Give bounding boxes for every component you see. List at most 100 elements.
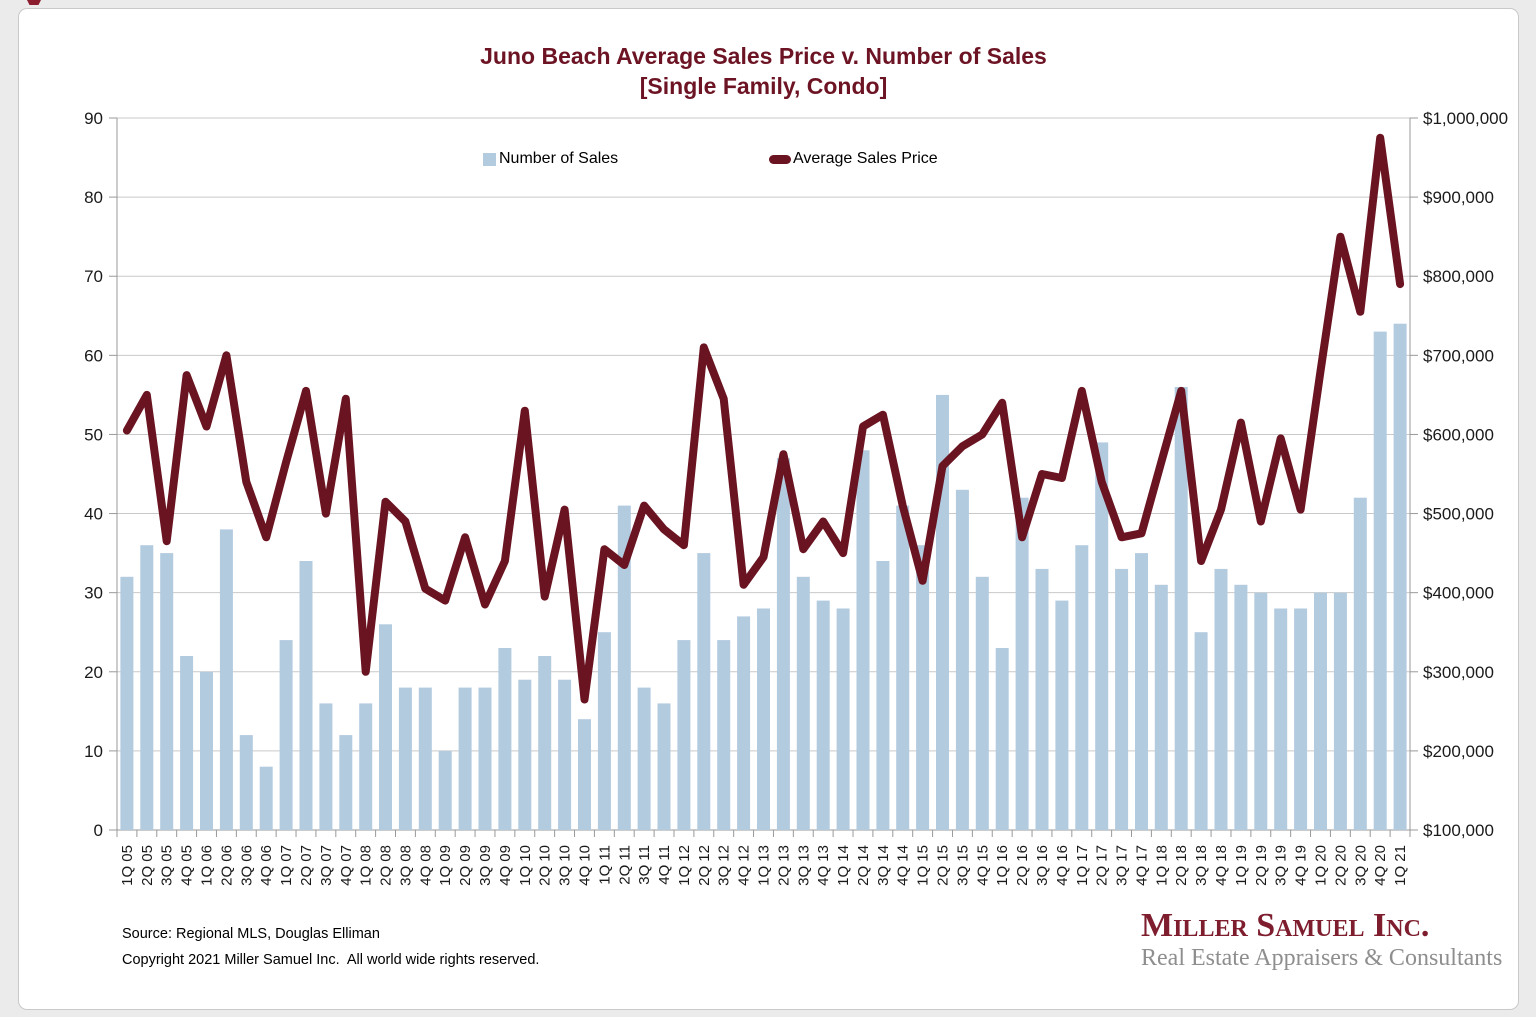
sales-bar-3q-13 (796, 576, 810, 830)
sales-bar-4q-18 (1214, 568, 1228, 830)
logo-tagline: Real Estate Appraisers & Consultants (1141, 945, 1503, 971)
x-axis-label: 4Q 12 (736, 845, 753, 886)
y-axis-label-left: 50 (84, 425, 103, 444)
sales-bar-3q-10 (558, 679, 572, 830)
y-axis-label-left: 30 (84, 584, 103, 603)
x-axis-label: 3Q 16 (1034, 845, 1051, 886)
sales-bar-4q-07 (339, 735, 353, 830)
x-axis-label: 2Q 20 (1332, 845, 1349, 886)
x-axis-label: 3Q 14 (875, 845, 892, 886)
y-axis-label-right: $300,000 (1423, 663, 1494, 682)
y-axis-label-left: 80 (84, 188, 103, 207)
sales-bar-1q-07 (279, 640, 293, 830)
x-axis-label: 3Q 08 (397, 845, 414, 886)
sales-bar-2q-09 (458, 687, 472, 830)
x-axis-label: 2Q 05 (139, 845, 156, 886)
x-axis-label: 4Q 20 (1372, 845, 1389, 886)
x-axis-label: 1Q 05 (119, 845, 136, 886)
sales-bar-1q-12 (677, 640, 691, 830)
x-axis-label: 1Q 11 (596, 845, 613, 885)
sales-bar-3q-11 (637, 687, 651, 830)
x-axis-label: 3Q 17 (1114, 845, 1131, 886)
sales-bar-4q-19 (1294, 608, 1308, 830)
x-axis-label: 4Q 19 (1293, 845, 1310, 886)
sales-bar-3q-08 (398, 687, 412, 830)
sales-bar-3q-17 (1115, 568, 1129, 830)
y-axis-label-left: 40 (84, 505, 103, 524)
sales-bar-3q-20 (1353, 497, 1367, 830)
sales-bar-2q-19 (1254, 592, 1268, 830)
sales-bar-1q-17 (1075, 545, 1089, 830)
sales-bar-1q-18 (1154, 584, 1168, 830)
x-axis-label: 1Q 10 (517, 845, 534, 886)
sales-bar-2q-16 (1015, 497, 1029, 830)
x-axis-label: 4Q 17 (1134, 845, 1151, 886)
sales-bar-2q-07 (299, 561, 313, 830)
chart-title-line1: Juno Beach Average Sales Price v. Number… (480, 43, 1047, 69)
sales-bar-2q-06 (219, 529, 233, 830)
sales-bar-3q-19 (1274, 608, 1288, 830)
x-axis-label: 3Q 09 (477, 845, 494, 886)
sales-bar-3q-18 (1194, 632, 1208, 830)
x-axis-label: 4Q 07 (338, 845, 355, 886)
sales-bar-3q-14 (876, 561, 890, 830)
sales-bar-1q-20 (1314, 592, 1327, 830)
source-note: Source: Regional MLS, Douglas Elliman (122, 926, 380, 942)
sales-bar-1q-05 (120, 576, 134, 830)
sales-bar-4q-10 (578, 719, 591, 830)
y-axis-label-left: 0 (94, 821, 103, 840)
x-axis-label: 1Q 09 (437, 845, 454, 886)
x-axis-label: 3Q 18 (1193, 845, 1210, 886)
legend-label-number-of-sales: Number of Sales (499, 150, 619, 167)
y-axis-label-left: 20 (84, 663, 103, 682)
x-axis-label: 1Q 06 (199, 845, 216, 886)
chart-card (18, 8, 1519, 1010)
y-axis-label-right: $100,000 (1423, 821, 1494, 840)
sales-bar-1q-06 (200, 671, 213, 830)
x-axis-label: 4Q 10 (577, 845, 594, 886)
legend-item-number-of-sales: Number of Sales (483, 150, 618, 168)
sales-bar-3q-15 (955, 489, 969, 830)
y-axis-label-right: $1,000,000 (1423, 109, 1508, 128)
x-axis-label: 2Q 16 (1014, 845, 1031, 886)
miller-samuel-logo: Miller Samuel Inc. Real Estate Appraiser… (1141, 908, 1521, 972)
x-axis-label: 2Q 17 (1094, 845, 1111, 886)
sales-bar-1q-16 (995, 648, 1009, 830)
x-axis-label: 4Q 05 (179, 845, 196, 886)
x-axis-label: 1Q 14 (835, 845, 852, 886)
sales-bar-2q-18 (1174, 387, 1188, 830)
x-axis-label: 3Q 20 (1352, 845, 1369, 886)
x-axis-label: 1Q 16 (994, 845, 1011, 886)
y-axis-label-left: 60 (84, 346, 103, 365)
sales-bar-1q-08 (359, 703, 373, 830)
x-axis-label: 2Q 19 (1253, 845, 1270, 886)
sales-bar-1q-14 (836, 608, 850, 830)
sales-bar-1q-11 (597, 632, 611, 830)
x-axis-label: 4Q 08 (417, 845, 434, 886)
sales-bar-2q-13 (776, 458, 790, 830)
sales-bar-2q-10 (538, 656, 552, 830)
sales-bar-2q-05 (140, 545, 154, 830)
sales-bar-4q-12 (737, 616, 751, 830)
x-axis-label: 1Q 17 (1074, 845, 1091, 886)
y-axis-label-right: $500,000 (1423, 505, 1494, 524)
legend-bar-swatch-icon (483, 152, 496, 166)
logo-company-name: Miller Samuel Inc. (1141, 907, 1430, 944)
x-axis-label: 2Q 14 (855, 845, 872, 886)
y-axis-label-right: $700,000 (1423, 346, 1494, 365)
x-axis-label: 1Q 07 (278, 845, 295, 886)
sales-bar-3q-09 (478, 687, 492, 830)
sales-bar-4q-09 (498, 648, 512, 830)
x-axis-label: 2Q 12 (696, 845, 713, 886)
y-axis-label-right: $800,000 (1423, 267, 1494, 286)
x-axis-label: 1Q 18 (1153, 845, 1170, 886)
sales-bar-2q-11 (617, 505, 631, 830)
sales-bar-2q-17 (1095, 442, 1109, 830)
x-axis-label: 4Q 18 (1213, 845, 1230, 886)
chart-title-line2: [Single Family, Condo] (639, 73, 888, 99)
sales-bar-4q-08 (418, 687, 432, 830)
x-axis-label: 1Q 21 (1392, 845, 1409, 886)
sales-bar-3q-07 (319, 703, 333, 830)
chart-title: Juno Beach Average Sales Price v. Number… (117, 41, 1410, 101)
